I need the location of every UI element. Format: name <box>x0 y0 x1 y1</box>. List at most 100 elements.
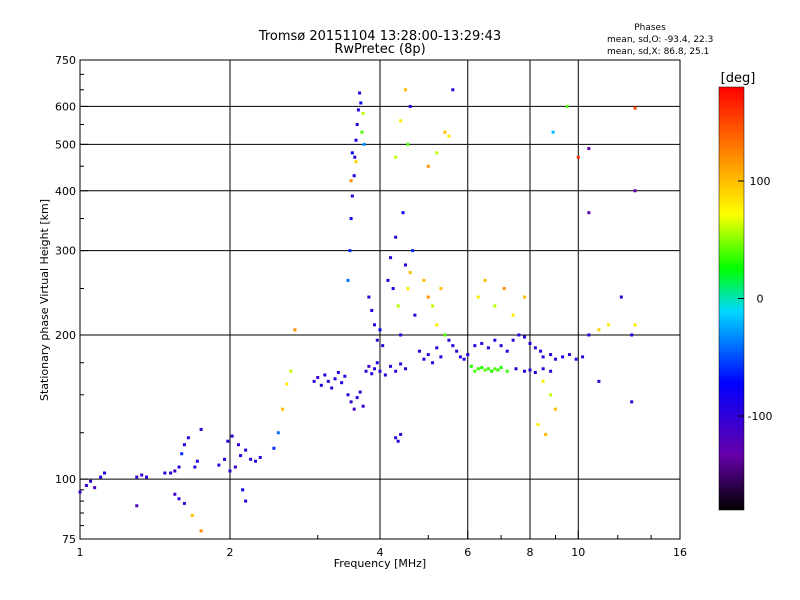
data-point <box>499 344 503 348</box>
data-point <box>326 379 330 383</box>
data-point <box>333 377 337 381</box>
data-point <box>383 373 387 377</box>
data-point <box>541 367 545 371</box>
data-point <box>496 368 500 372</box>
data-point <box>528 341 532 345</box>
data-point <box>633 323 637 327</box>
phases-title: Phases <box>634 23 666 33</box>
data-point <box>312 379 316 383</box>
data-point <box>476 295 480 299</box>
data-point <box>505 369 509 373</box>
data-point <box>408 271 412 275</box>
data-point <box>490 369 494 373</box>
data-point <box>285 382 289 386</box>
data-point <box>533 346 537 350</box>
data-point <box>399 362 403 366</box>
data-point <box>349 400 353 404</box>
data-point <box>413 313 417 317</box>
data-point <box>403 263 407 267</box>
y-tick-label: 200 <box>55 329 76 342</box>
data-point <box>177 497 181 501</box>
data-point <box>239 454 243 458</box>
data-point <box>455 349 459 353</box>
data-point <box>607 323 611 327</box>
data-point <box>511 338 515 342</box>
data-point <box>217 463 221 467</box>
y-tick-label: 75 <box>62 533 76 546</box>
data-point <box>473 369 477 373</box>
data-point <box>541 379 545 383</box>
data-point <box>403 367 407 371</box>
data-point <box>375 338 379 342</box>
data-point <box>523 335 527 339</box>
x-tick-label: 4 <box>377 546 384 559</box>
data-point <box>173 492 177 496</box>
data-point <box>177 465 181 469</box>
data-point <box>549 393 553 397</box>
data-point <box>417 349 421 353</box>
data-point <box>483 278 487 282</box>
data-point <box>541 355 545 359</box>
data-point <box>281 407 285 411</box>
data-point <box>480 366 484 370</box>
data-point <box>406 142 410 146</box>
data-point <box>226 439 230 443</box>
data-point <box>451 344 455 348</box>
y-tick-layer: 75 100 200 300 400 500 600 750 <box>55 54 88 546</box>
data-point <box>316 376 320 380</box>
data-point <box>553 407 557 411</box>
data-point <box>514 367 518 371</box>
data-point <box>486 367 490 371</box>
y-tick-label: 400 <box>55 185 76 198</box>
data-point <box>358 390 362 394</box>
data-point <box>348 249 352 253</box>
data-point <box>244 499 248 503</box>
data-point <box>352 407 356 411</box>
data-point <box>493 338 497 342</box>
data-point <box>386 278 390 282</box>
data-point <box>289 369 293 373</box>
x-tick-label: 10 <box>571 546 585 559</box>
y-axis-label: Stationary phase Virtual Height [km] <box>38 199 51 401</box>
data-point <box>381 344 385 348</box>
data-point <box>378 328 382 332</box>
data-point <box>389 256 393 260</box>
data-point <box>439 287 443 291</box>
data-point <box>466 353 470 357</box>
colorbar-tick-layer: 100 0 -100 <box>738 175 772 423</box>
data-point <box>443 130 447 134</box>
data-point <box>349 217 353 221</box>
data-point <box>228 469 232 473</box>
data-point <box>230 434 234 438</box>
data-point <box>319 383 323 387</box>
data-point <box>182 501 186 505</box>
data-point <box>173 469 177 473</box>
y-tick-label: 100 <box>55 473 76 486</box>
data-point <box>253 459 257 463</box>
data-point <box>361 111 365 115</box>
data-point <box>330 386 334 390</box>
data-point <box>373 323 377 327</box>
data-point <box>462 357 466 361</box>
data-point <box>486 346 490 350</box>
data-point <box>199 529 203 533</box>
data-point <box>394 235 398 239</box>
data-point <box>394 436 398 440</box>
data-point <box>565 104 569 108</box>
data-point <box>350 151 354 155</box>
data-point <box>426 353 430 357</box>
phases-line-x: mean, sd,X: 86.8, 25.1 <box>607 47 709 57</box>
data-point <box>78 490 82 494</box>
data-point <box>391 287 395 291</box>
data-point <box>483 368 487 372</box>
data-point <box>93 486 97 490</box>
data-point <box>354 138 358 142</box>
data-point <box>502 287 506 291</box>
data-point <box>451 88 455 92</box>
data-point <box>336 370 340 374</box>
data-point <box>140 473 144 477</box>
data-point <box>394 155 398 159</box>
chart-title: Tromsø 20151104 13:28:00-13:29:43 <box>258 29 501 44</box>
data-point <box>581 355 585 359</box>
